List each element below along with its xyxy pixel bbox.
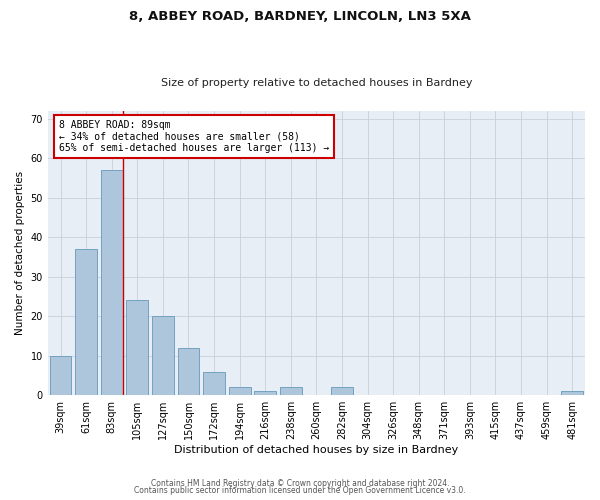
Bar	[50, 356, 71, 395]
Bar	[101, 170, 122, 395]
Bar	[203, 372, 225, 395]
Bar	[152, 316, 174, 395]
Text: Contains HM Land Registry data © Crown copyright and database right 2024.: Contains HM Land Registry data © Crown c…	[151, 478, 449, 488]
Bar	[75, 249, 97, 395]
Text: Contains public sector information licensed under the Open Government Licence v3: Contains public sector information licen…	[134, 486, 466, 495]
X-axis label: Distribution of detached houses by size in Bardney: Distribution of detached houses by size …	[174, 445, 458, 455]
Bar	[229, 388, 251, 395]
Bar	[254, 392, 276, 395]
Y-axis label: Number of detached properties: Number of detached properties	[15, 171, 25, 335]
Title: Size of property relative to detached houses in Bardney: Size of property relative to detached ho…	[161, 78, 472, 88]
Bar	[331, 388, 353, 395]
Text: 8, ABBEY ROAD, BARDNEY, LINCOLN, LN3 5XA: 8, ABBEY ROAD, BARDNEY, LINCOLN, LN3 5XA	[129, 10, 471, 23]
Text: 8 ABBEY ROAD: 89sqm
← 34% of detached houses are smaller (58)
65% of semi-detach: 8 ABBEY ROAD: 89sqm ← 34% of detached ho…	[59, 120, 329, 152]
Bar	[127, 300, 148, 395]
Bar	[280, 388, 302, 395]
Bar	[562, 392, 583, 395]
Bar	[178, 348, 199, 395]
